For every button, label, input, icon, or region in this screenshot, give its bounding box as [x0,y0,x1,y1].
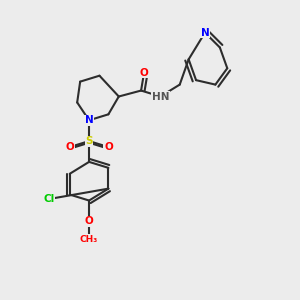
Text: O: O [65,142,74,152]
Text: N: N [201,28,209,38]
Text: HN: HN [152,92,169,101]
Text: Cl: Cl [43,194,55,204]
Text: N: N [85,115,93,125]
Text: O: O [104,142,113,152]
Text: O: O [85,216,93,226]
Text: CH₃: CH₃ [80,235,98,244]
Text: O: O [140,68,148,78]
Text: S: S [85,136,93,146]
